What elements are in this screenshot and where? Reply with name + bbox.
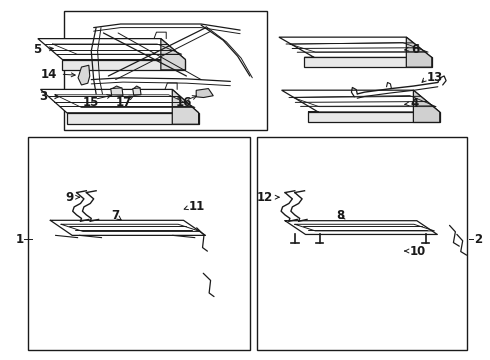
Text: 7: 7 (112, 209, 120, 222)
Text: 17: 17 (116, 96, 132, 109)
Text: 16: 16 (176, 96, 192, 109)
Polygon shape (133, 88, 141, 95)
Text: 3: 3 (39, 90, 48, 103)
Polygon shape (304, 58, 432, 67)
Text: 12: 12 (257, 191, 273, 204)
Text: 10: 10 (410, 244, 426, 257)
Polygon shape (172, 89, 198, 124)
Text: 9: 9 (65, 191, 73, 204)
Text: 5: 5 (33, 42, 42, 55)
Polygon shape (308, 112, 440, 122)
Text: 15: 15 (83, 96, 99, 109)
Text: 11: 11 (189, 201, 205, 213)
Text: 2: 2 (474, 233, 482, 246)
Polygon shape (279, 37, 432, 58)
Text: 6: 6 (411, 42, 419, 55)
Bar (64, 12, 267, 130)
Bar (257, 137, 467, 350)
Polygon shape (111, 88, 123, 96)
Polygon shape (406, 37, 432, 67)
Polygon shape (161, 39, 185, 70)
Text: 4: 4 (410, 98, 418, 111)
Polygon shape (38, 39, 185, 60)
Bar (28, 137, 250, 350)
Polygon shape (196, 89, 213, 98)
Polygon shape (282, 90, 440, 112)
Text: 14: 14 (41, 68, 57, 81)
Text: 8: 8 (336, 209, 344, 222)
Text: 13: 13 (427, 71, 443, 84)
Text: 1: 1 (15, 233, 24, 246)
Polygon shape (78, 65, 90, 85)
Polygon shape (67, 113, 198, 124)
Polygon shape (62, 60, 185, 70)
Polygon shape (41, 89, 198, 113)
Polygon shape (414, 90, 440, 122)
